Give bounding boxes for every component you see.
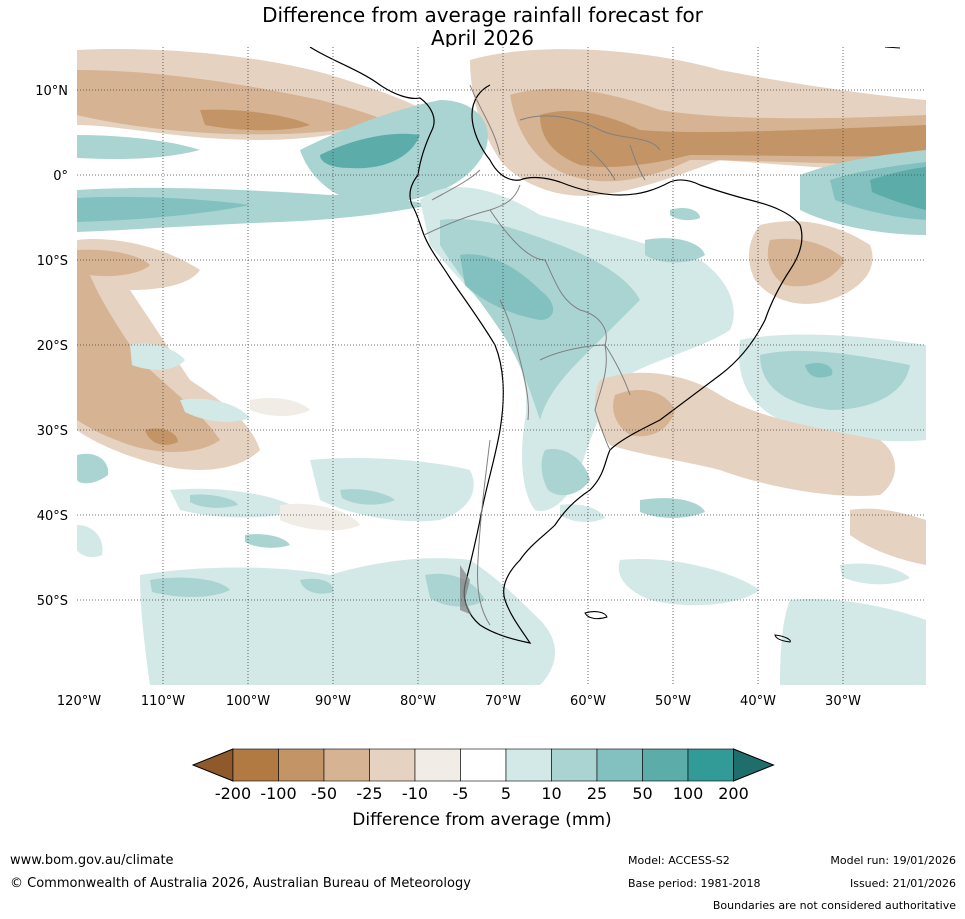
colorbar-tick-label: -5 — [453, 784, 469, 803]
colorbar-tick-label: -10 — [402, 784, 428, 803]
lon-label: 60°W — [570, 694, 606, 709]
colorbar-title: Difference from average (mm) — [352, 810, 611, 830]
colorbar-segment — [596, 748, 643, 782]
lon-label: 70°W — [485, 694, 521, 709]
colorbar-tick-label: 100 — [673, 784, 704, 803]
longitude-labels: 120°W 110°W 100°W 90°W 80°W 70°W 60°W 50… — [57, 694, 861, 709]
footer-website[interactable]: www.bom.gov.au/climate — [10, 853, 174, 868]
colorbar-tick-label: 5 — [501, 784, 511, 803]
south-america-coastline — [309, 47, 803, 644]
lat-label: 30°S — [37, 424, 68, 439]
colorbar-extend-high — [733, 748, 775, 782]
map-title: Difference from average rainfall forecas… — [0, 4, 965, 50]
colorbar-tick-label: -50 — [311, 784, 337, 803]
lat-label: 50°S — [37, 594, 68, 609]
footer-model-run: Model run: 19/01/2026 — [830, 854, 956, 867]
lat-label: 40°S — [37, 509, 68, 524]
colorbar-tick-label: 200 — [718, 784, 749, 803]
lon-label: 50°W — [655, 694, 691, 709]
footer-model: Model: ACCESS-S2 — [628, 854, 730, 867]
lon-label: 110°W — [141, 694, 185, 709]
colorbar-segment — [414, 748, 461, 782]
colorbar-segment — [232, 748, 279, 782]
footer-issued: Issued: 21/01/2026 — [849, 877, 956, 890]
lon-label: 120°W — [57, 694, 101, 709]
latitude-labels: 10°N 0° 10°S 20°S 30°S 40°S 50°S — [35, 84, 68, 609]
colorbar-segment — [460, 748, 507, 782]
footer-base-period: Base period: 1981-2018 — [628, 877, 761, 890]
lon-label: 100°W — [226, 694, 270, 709]
colorbar-extend-low — [191, 748, 234, 782]
lat-label: 0° — [53, 169, 68, 184]
colorbar-tick-label: 50 — [632, 784, 652, 803]
map-gridlines — [77, 47, 926, 685]
title-line-2: April 2026 — [431, 26, 534, 50]
colorbar-tick-label: -100 — [260, 784, 296, 803]
lon-label: 40°W — [740, 694, 776, 709]
title-line-1: Difference from average rainfall forecas… — [262, 3, 703, 27]
colorbar-tick-label: 10 — [541, 784, 561, 803]
colorbar-tick-label: -25 — [356, 784, 382, 803]
footer-copyright: © Commonwealth of Australia 2026, Austra… — [10, 876, 471, 891]
colorbar-segment — [369, 748, 416, 782]
rainfall-anomaly-layer — [77, 47, 926, 685]
lon-label: 90°W — [315, 694, 351, 709]
country-borders — [423, 84, 661, 626]
lon-label: 80°W — [400, 694, 436, 709]
colorbar: -200 -100 -50 -25 -10 -5 5 10 25 50 100 200 — [191, 748, 775, 803]
colorbar-segment — [551, 748, 598, 782]
colorbar-segment — [323, 748, 370, 782]
footer-disclaimer: Boundaries are not considered authoritat… — [712, 899, 956, 912]
colorbar-segment — [505, 748, 552, 782]
lat-label: 20°S — [37, 339, 68, 354]
lat-label: 10°N — [35, 84, 68, 99]
lat-label: 10°S — [37, 254, 68, 269]
colorbar-tick-label: 25 — [587, 784, 607, 803]
colorbar-segment — [687, 748, 734, 782]
colorbar-tick-label: -200 — [215, 784, 251, 803]
colorbar-segment — [278, 748, 325, 782]
lon-label: 30°W — [825, 694, 861, 709]
colorbar-segment — [642, 748, 689, 782]
